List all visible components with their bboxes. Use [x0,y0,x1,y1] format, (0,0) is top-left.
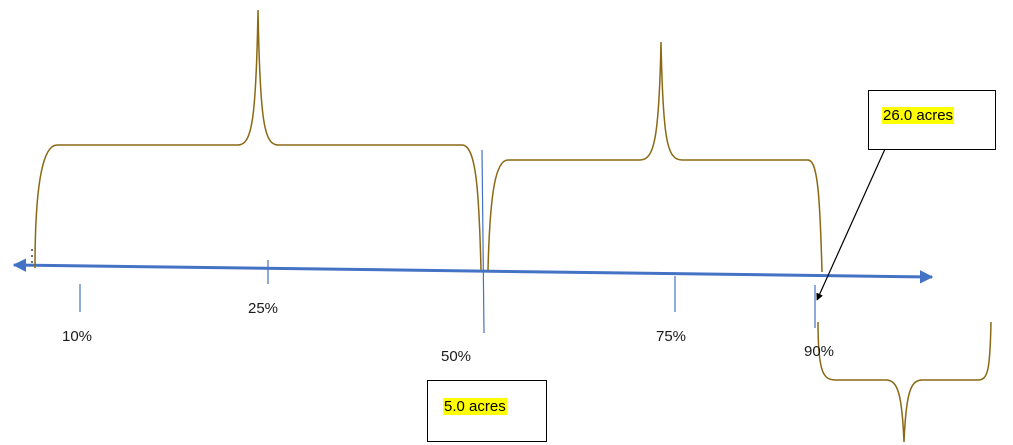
tick-label-50: 50% [441,348,472,365]
tick-50-mark [481,149,485,334]
lower-half-brace [34,9,482,271]
tick-label-75: 75% [656,328,687,345]
tick-label-10: 10% [62,328,93,345]
tick-label-90: 90% [804,343,835,360]
upper-range-brace [487,41,823,273]
upper-tail-brace [817,321,992,443]
start-dot-1 [31,249,33,251]
start-dot-2 [31,255,33,257]
start-dot-3 [31,261,33,263]
callout-pointer-arrow [816,148,886,301]
p90-callout-text: 26.0 acres [882,107,955,124]
number-line-axis [12,258,934,284]
median-callout-text: 5.0 acres [443,398,507,415]
tick-label-25: 25% [248,300,279,317]
